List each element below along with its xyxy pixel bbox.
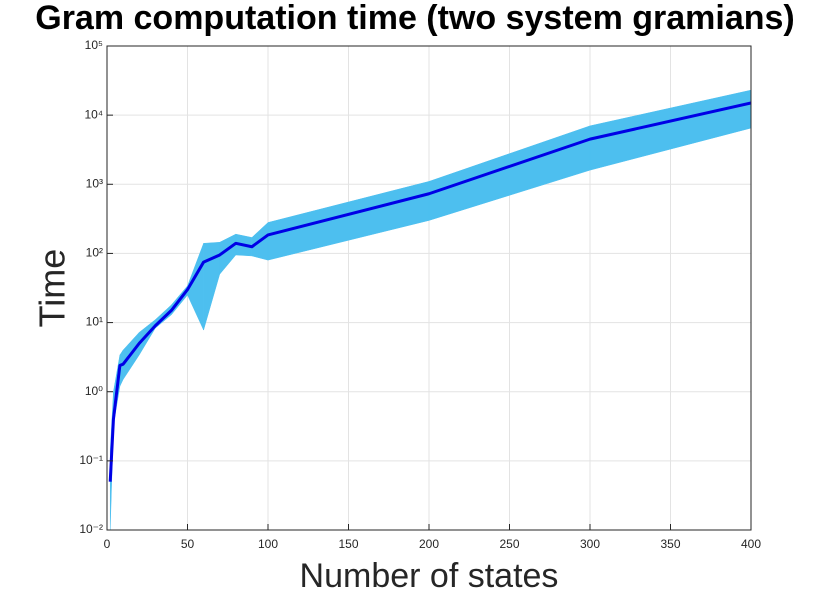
x-tick-label: 350 [660, 537, 680, 551]
y-tick-label: 10⁻¹ [79, 453, 103, 467]
x-tick-label: 400 [741, 537, 761, 551]
y-tick-label: 10⁰ [85, 384, 103, 398]
y-tick-label: 10⁴ [84, 107, 103, 121]
x-tick-label: 300 [580, 537, 600, 551]
x-tick-label: 100 [258, 537, 278, 551]
chart-title: Gram computation time (two system gramia… [35, 0, 795, 37]
y-tick-label: 10² [86, 246, 103, 260]
x-tick-label: 150 [338, 537, 358, 551]
band-segment [589, 89, 751, 171]
y-tick-label: 10⁻² [79, 522, 103, 536]
y-axis-label: Time [32, 249, 73, 328]
ticks: 0 50 100 150 200 250 300 350 400 10⁻² 10⁻¹ 10⁰ 10¹ 10… [79, 38, 761, 551]
x-tick-label: 200 [419, 537, 439, 551]
y-tick-label: 10³ [86, 176, 103, 190]
data [108, 89, 751, 530]
x-tick-label: 0 [104, 537, 111, 551]
y-tick-label: 10¹ [86, 315, 103, 329]
x-tick-label: 250 [499, 537, 519, 551]
x-tick-label: 50 [181, 537, 195, 551]
y-tick-label: 10⁵ [85, 38, 103, 52]
series-line [108, 101, 751, 482]
x-axis-label: Number of states [300, 557, 559, 595]
